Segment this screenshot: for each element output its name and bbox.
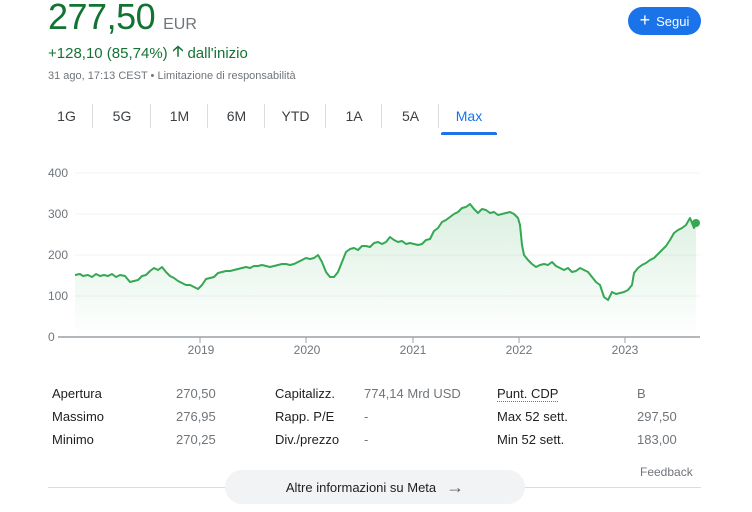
x-tick-label: 2021 [399, 343, 427, 357]
price-change: +128,10 (85,74%) 🡡 dall'inizio [48, 41, 248, 66]
stat-value: 276,95 [176, 409, 216, 424]
tab-label: YTD [281, 108, 310, 124]
currency: EUR [163, 16, 197, 33]
up-arrow-icon: 🡡 [172, 43, 184, 60]
stat-row: Div./prezzo - [275, 428, 461, 451]
stat-value: - [364, 432, 369, 447]
stat-row: Massimo 276,95 [52, 405, 216, 428]
stat-label: Massimo [52, 409, 105, 424]
cdp-score-link[interactable]: Punt. CDP [497, 386, 559, 402]
x-ticks [199, 337, 626, 343]
price-area [75, 204, 696, 337]
tab-label: Max [455, 108, 483, 124]
current-price: 277,50 [48, 0, 156, 37]
stat-value: 183,00 [637, 432, 677, 447]
stats-col-3: Punt. CDP B Max 52 sett. 297,50 Min 52 set… [497, 382, 677, 451]
y-tick-label: 300 [48, 207, 69, 221]
stat-label: Capitalizz. [275, 386, 335, 401]
y-tick-label: 400 [48, 166, 69, 180]
tab-max[interactable]: Max [439, 104, 499, 135]
stat-row: Rapp. P/E - [275, 405, 461, 428]
tab-5g[interactable]: 5G [93, 104, 151, 128]
arrow-right-icon: → [446, 476, 465, 497]
stat-label: Apertura [52, 386, 102, 401]
more-info-button[interactable]: Altre informazioni su Meta → [225, 470, 525, 504]
tab-1a[interactable]: 1A [326, 104, 382, 128]
stat-value: 270,25 [176, 432, 216, 447]
x-tick-label: 2023 [611, 343, 639, 357]
stat-value: 774,14 Mrd USD [364, 386, 461, 401]
y-tick-label: 200 [48, 248, 69, 262]
disclaimer-link[interactable]: Limitazione di responsabilità [157, 70, 296, 82]
tab-1m[interactable]: 1M [151, 104, 208, 128]
quote-meta: 31 ago, 17:13 CEST • Limitazione di resp… [48, 70, 296, 82]
stat-row: Apertura 270,50 [52, 382, 216, 405]
stat-label: Minimo [52, 432, 94, 447]
stat-row: Minimo 270,25 [52, 428, 216, 451]
tab-1g[interactable]: 1G [40, 104, 93, 128]
x-tick-label: 2022 [505, 343, 533, 357]
x-tick-label: 2019 [187, 343, 215, 357]
tab-label: 6M [226, 108, 247, 124]
price-line [74, 203, 697, 301]
stat-row: Capitalizz. 774,14 Mrd USD [275, 382, 461, 405]
separator: • [150, 70, 155, 82]
stat-label: Min 52 sett. [497, 432, 565, 447]
tab-ytd[interactable]: YTD [265, 104, 326, 128]
feedback-link[interactable]: Feedback [640, 465, 693, 479]
stat-row: Max 52 sett. 297,50 [497, 405, 677, 428]
follow-label: Segui [656, 13, 690, 29]
tab-label: 5A [401, 108, 420, 124]
y-tick-label: 0 [48, 330, 55, 344]
tab-5a[interactable]: 5A [382, 104, 439, 128]
stat-value: B [637, 386, 646, 401]
range-tabs: 1G 5G 1M 6M YTD 1A 5A Max [40, 104, 499, 135]
last-point-marker [692, 219, 700, 227]
stat-row: Min 52 sett. 183,00 [497, 428, 677, 451]
stats-col-1: Apertura 270,50 Massimo 276,95 Minimo 270,2… [52, 382, 216, 451]
tab-6m[interactable]: 6M [208, 104, 265, 128]
price-header: 277,50 EUR [48, 0, 197, 38]
change-value: +128,10 (85,74%) [48, 45, 168, 62]
stat-label: Div./prezzo [275, 432, 340, 447]
x-tick-label: 2020 [293, 343, 321, 357]
stat-value: - [364, 409, 369, 424]
stat-label: Rapp. P/E [275, 409, 335, 424]
follow-button[interactable]: + Segui [628, 7, 701, 35]
plus-icon: + [639, 10, 651, 30]
stat-label: Max 52 sett. [497, 409, 568, 424]
tab-label: 1M [169, 108, 190, 124]
stat-value: 270,50 [176, 386, 216, 401]
tab-label: 5G [112, 108, 132, 124]
more-info-label: Altre informazioni su Meta [285, 479, 437, 495]
stats-col-2: Capitalizz. 774,14 Mrd USD Rapp. P/E - Div… [275, 382, 461, 451]
change-period: dall'inizio [187, 45, 248, 62]
tab-label: 1G [57, 108, 76, 124]
timestamp: 31 ago, 17:13 CEST [48, 70, 148, 82]
y-tick-label: 100 [48, 289, 69, 303]
stat-row: Punt. CDP B [497, 382, 677, 405]
stat-value: 297,50 [637, 409, 677, 424]
tab-label: 1A [345, 108, 363, 124]
